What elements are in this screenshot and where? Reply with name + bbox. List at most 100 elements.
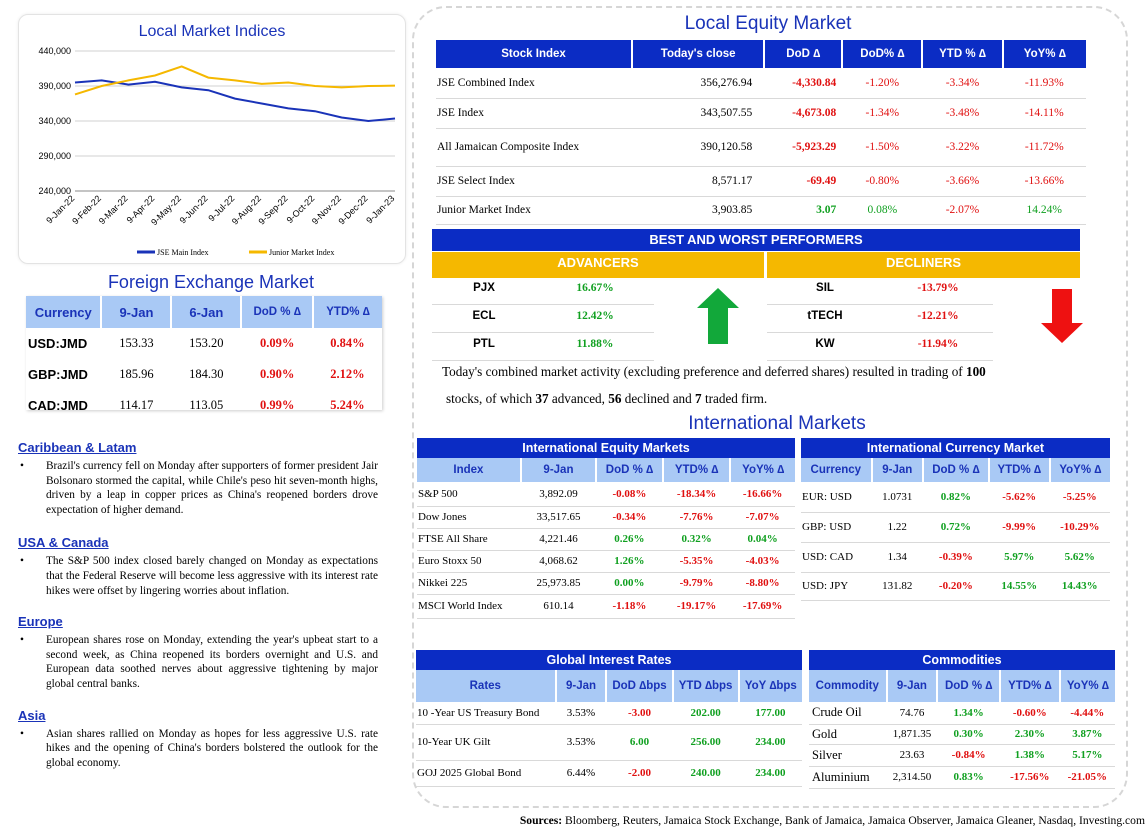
chart-xtick-label: 9-Sep-22	[256, 193, 289, 226]
intl-equity-header-3: YTD% ∆	[662, 458, 732, 482]
intl-equity-ytd: -5.35%	[662, 550, 731, 573]
commodities-row: Crude Oil 74.76 1.34% -0.60% -4.44%	[809, 702, 1115, 725]
intl-equity-dod: -0.34%	[595, 506, 663, 529]
performers-title: BEST AND WORST PERFORMERS	[432, 229, 1080, 251]
intl-equity-ytd: -18.34%	[662, 482, 731, 507]
intl-currency-ytd: 14.55%	[988, 572, 1050, 601]
intl-currency-value: 131.82	[871, 572, 923, 601]
rates-value: 3.53%	[555, 724, 607, 761]
intl-equity-row: S&P 500 3,892.09 -0.08% -18.34% -16.66%	[417, 482, 795, 507]
intl-currency-header-0: Currency	[801, 458, 873, 482]
decliners-header: DECLINERS	[767, 252, 1080, 278]
equity-dod-pct: -1.50%	[842, 128, 923, 167]
news-text: European shares rose on Monday, extendin…	[18, 633, 378, 691]
equity-ytd: -3.48%	[922, 98, 1003, 129]
decliner-symbol: SIL	[816, 282, 834, 294]
rates-table: Rates 9-Jan DoD ∆bps YTD ∆bps YoY ∆bps 10 -Y…	[416, 670, 802, 787]
rates-header-0: Rates	[416, 670, 557, 702]
fx-row: GBP:JMD 185.96 184.30 0.90% 2.12%	[26, 359, 382, 390]
fx-title: Foreign Exchange Market	[107, 272, 315, 292]
intl-equity-name: Dow Jones	[417, 506, 521, 529]
commodities-header-2: DoD % ∆	[937, 670, 1001, 702]
intl-equity-dod: -0.08%	[595, 482, 663, 507]
fx-currency: USD:JMD	[28, 336, 88, 351]
fx-header-4: YTD% ∆	[326, 306, 370, 318]
advancer-row: PJX 16.67%	[432, 277, 654, 305]
rates-ytd: 240.00	[672, 760, 739, 787]
rates-header-1: 9-Jan	[555, 670, 608, 702]
commodities-ytd: -17.56%	[999, 766, 1060, 789]
fx-dod: 0.90%	[259, 367, 295, 381]
advancer-symbol: PJX	[473, 282, 495, 294]
decliner-value: -12.21%	[917, 310, 959, 322]
equity-dod: -4,673.08	[764, 98, 843, 129]
news-heading[interactable]: Asia	[18, 707, 46, 723]
intl-equity-yoy: 0.04%	[730, 528, 795, 551]
intl-currency-name: GBP: USD	[801, 512, 872, 543]
commodities-header-1: 9-Jan	[886, 670, 939, 702]
rates-dod: -2.00	[606, 760, 673, 787]
rates-row: GOJ 2025 Global Bond 6.44% -2.00 240.00 234.…	[416, 760, 802, 787]
news-text: Asian shares rallied on Monday as hopes …	[18, 727, 378, 771]
intl-equity-header-row: Index 9-Jan DoD % ∆ YTD% ∆ YoY% ∆	[417, 458, 795, 482]
equity-row: All Jamaican Composite Index 390,120.58 -5…	[436, 128, 1086, 167]
fx-header-1: 9-Jan	[101, 296, 173, 328]
news-block: USA & Canada The S&P 500 index closed bar…	[18, 535, 378, 598]
commodities-row: Aluminium 2,314.50 0.83% -17.56% -21.05%	[809, 766, 1115, 789]
equity-dod: -69.49	[764, 166, 843, 197]
commodities-header-row: Commodity 9-Jan DoD % ∆ YTD% ∆ YoY% ∆	[809, 670, 1115, 702]
rates-row: 10 -Year US Treasury Bond 3.53% -3.00 202.0…	[416, 702, 802, 725]
rates-value: 6.44%	[555, 760, 607, 787]
news-heading[interactable]: Caribbean & Latam	[18, 440, 137, 455]
advancer-row: PTL 11.88%	[432, 333, 654, 361]
news-text: The S&P 500 index closed barely changed …	[18, 554, 378, 598]
decliner-row: tTECH -12.21%	[767, 305, 993, 333]
commodities-name: Gold	[809, 724, 887, 745]
intl-equity-dod: -1.18%	[595, 594, 663, 619]
commodities-dod: 1.34%	[937, 702, 1000, 725]
fx-ytd: 0.84%	[330, 336, 365, 350]
fx-prev: 113.05	[189, 398, 224, 412]
equity-dod: 3.07	[764, 196, 843, 225]
equity-close: 3,903.85	[632, 196, 765, 225]
intl-equity-name: MSCI World Index	[417, 594, 521, 619]
fx-today: 153.33	[119, 336, 154, 350]
rates-dod: -3.00	[606, 702, 673, 725]
equity-header-3: DoD% ∆	[842, 40, 924, 68]
intl-equity-row: Euro Stoxx 50 4,068.62 1.26% -5.35% -4.03%	[417, 550, 795, 573]
commodities-table: Commodity 9-Jan DoD % ∆ YTD% ∆ YoY% ∆ Crude …	[809, 670, 1115, 789]
up-arrow-icon	[697, 288, 739, 344]
rates-name: GOJ 2025 Global Bond	[416, 760, 556, 787]
rates-header-row: Rates 9-Jan DoD ∆bps YTD ∆bps YoY ∆bps	[416, 670, 802, 702]
equity-ytd: -3.34%	[922, 68, 1003, 99]
intl-currency-dod: -0.20%	[922, 572, 989, 601]
fx-header-row: Currency 9-Jan 6-Jan DoD % ∆ YTD% ∆	[26, 296, 382, 328]
equity-row: Junior Market Index 3,903.85 3.07 0.08% -2.0…	[436, 196, 1086, 225]
intl-equity-ytd: -9.79%	[662, 572, 731, 595]
equity-header-row: Stock Index Today's close DoD ∆ DoD% ∆ YTD %…	[436, 40, 1086, 68]
summary-advanced: 37	[535, 391, 549, 406]
commodities-value: 23.63	[886, 744, 938, 767]
intl-equity-ytd: 0.32%	[662, 528, 731, 551]
fx-today: 185.96	[119, 367, 154, 381]
news-heading[interactable]: USA & Canada	[18, 535, 109, 551]
intl-equity-header-0: Index	[417, 458, 522, 482]
decliner-value: -13.79%	[917, 282, 959, 294]
commodities-panel: Commodities Commodity 9-Jan DoD % ∆ YTD% ∆ Y…	[809, 650, 1115, 789]
intl-equity-name: FTSE All Share	[417, 528, 521, 551]
commodities-header-4: YoY% ∆	[1066, 680, 1109, 692]
intl-equity-yoy: -7.07%	[730, 506, 795, 529]
news-heading[interactable]: Europe	[18, 614, 63, 630]
equity-dod-pct: 0.08%	[842, 196, 923, 225]
intl-equity-row: Nikkei 225 25,973.85 0.00% -9.79% -8.80%	[417, 572, 795, 595]
intl-currency-value: 1.34	[871, 542, 923, 573]
equity-index-name: JSE Combined Index	[436, 68, 633, 99]
equity-table: Stock Index Today's close DoD ∆ DoD% ∆ YTD %…	[436, 40, 1086, 225]
intl-currency-name: EUR: USD	[801, 482, 872, 513]
intl-equity-name: Euro Stoxx 50	[417, 550, 521, 573]
equity-header-2: DoD ∆	[764, 40, 844, 68]
equity-index-name: Junior Market Index	[436, 196, 633, 225]
commodities-row: Gold 1,871.35 0.30% 2.30% 3.87%	[809, 724, 1115, 745]
commodities-value: 1,871.35	[886, 724, 938, 745]
decliner-row: KW -11.94%	[767, 333, 993, 361]
